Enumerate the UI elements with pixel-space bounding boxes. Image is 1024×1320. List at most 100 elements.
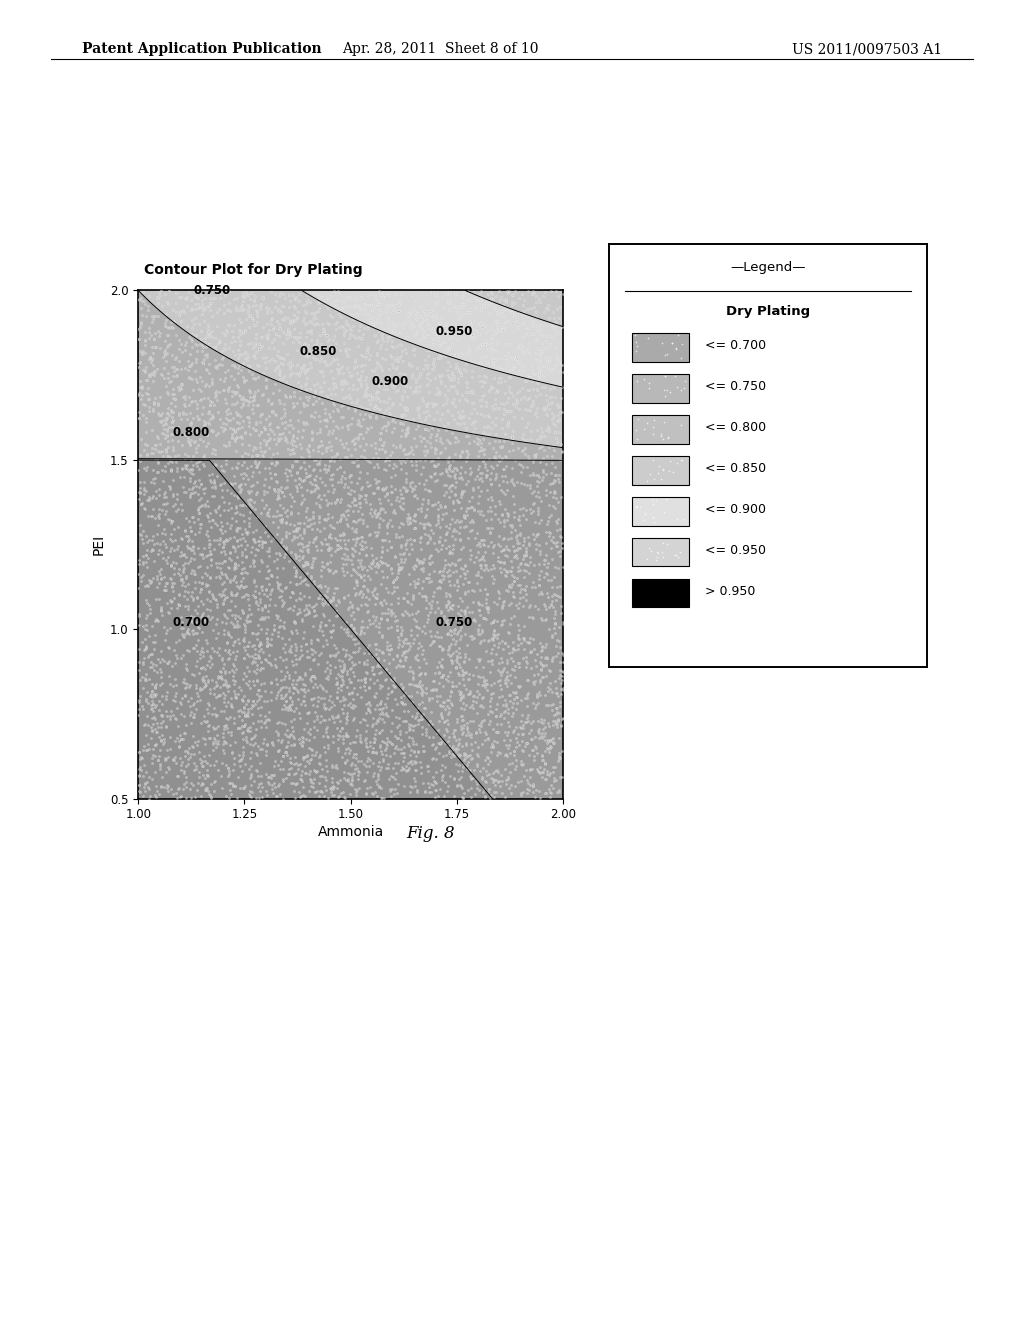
Point (181, 640, 198, 661)
Point (328, 318, 344, 339)
Point (430, 512, 446, 533)
Point (470, 648, 486, 669)
Point (516, 430, 532, 451)
Point (399, 418, 416, 440)
Point (368, 405, 384, 426)
Point (440, 380, 457, 401)
Point (130, 459, 146, 480)
Point (271, 326, 288, 347)
Point (324, 768, 340, 789)
Point (144, 363, 161, 384)
Point (539, 484, 555, 506)
Point (302, 352, 318, 374)
Point (268, 451, 285, 473)
Point (272, 688, 289, 709)
Point (490, 659, 507, 680)
Point (347, 535, 364, 556)
Point (441, 645, 458, 667)
Point (407, 577, 423, 598)
Point (259, 302, 275, 323)
Point (323, 660, 339, 681)
Point (404, 733, 421, 754)
Point (345, 655, 361, 676)
Point (264, 444, 281, 465)
Point (470, 352, 486, 374)
Point (214, 459, 230, 480)
Point (409, 616, 425, 638)
Point (278, 429, 294, 450)
Point (222, 513, 239, 535)
Point (384, 681, 400, 702)
Point (445, 746, 462, 767)
Point (512, 553, 528, 574)
Point (166, 540, 182, 561)
Point (332, 511, 348, 532)
Point (397, 375, 414, 396)
Point (315, 696, 332, 717)
Point (304, 739, 321, 760)
Point (352, 616, 369, 638)
Point (278, 676, 294, 697)
Point (327, 314, 343, 335)
Point (452, 529, 468, 550)
Point (392, 548, 409, 569)
Point (155, 710, 171, 731)
Point (355, 576, 372, 597)
Point (446, 282, 463, 304)
Point (528, 385, 545, 407)
Point (478, 680, 495, 701)
Point (323, 779, 339, 800)
Point (411, 582, 427, 603)
Point (161, 651, 177, 672)
Point (398, 508, 415, 529)
Point (306, 305, 323, 326)
Point (488, 693, 505, 714)
Point (169, 648, 185, 669)
Point (506, 744, 522, 766)
Point (309, 293, 326, 314)
Point (330, 444, 346, 465)
Point (271, 510, 288, 531)
Point (385, 322, 401, 343)
Point (494, 408, 510, 429)
Point (358, 750, 375, 771)
Point (322, 450, 338, 471)
Point (445, 725, 462, 746)
Point (199, 325, 215, 346)
Point (182, 367, 199, 388)
Point (177, 568, 194, 589)
Point (287, 612, 303, 634)
Point (398, 397, 415, 418)
Point (333, 297, 349, 318)
Point (368, 296, 384, 317)
Point (352, 345, 369, 366)
Point (253, 766, 269, 787)
Point (252, 618, 268, 639)
Point (386, 738, 402, 759)
Point (404, 444, 421, 465)
Point (159, 774, 175, 795)
Point (291, 467, 307, 488)
Point (364, 434, 380, 455)
Point (271, 346, 288, 367)
Point (243, 781, 259, 803)
Point (341, 684, 357, 705)
Point (481, 701, 498, 722)
Point (264, 578, 281, 599)
Point (379, 378, 395, 399)
Point (236, 729, 252, 750)
Point (255, 583, 271, 605)
Point (313, 552, 330, 573)
Point (369, 506, 385, 527)
Point (376, 499, 392, 520)
Point (514, 705, 530, 726)
Point (408, 381, 424, 403)
Point (514, 428, 530, 449)
Point (294, 735, 310, 756)
Point (268, 323, 285, 345)
Point (517, 561, 534, 582)
Point (163, 569, 179, 590)
Point (321, 689, 337, 710)
Point (428, 748, 444, 770)
Point (509, 348, 525, 370)
